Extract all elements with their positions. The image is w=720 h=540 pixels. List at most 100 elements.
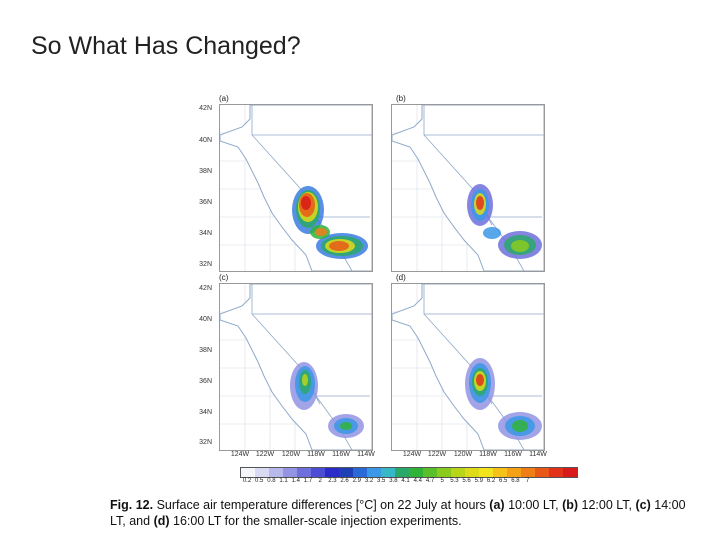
california-map-c <box>220 284 372 450</box>
temp-anomaly-region <box>483 227 501 239</box>
lon-label: 116W <box>332 451 350 458</box>
temp-anomaly-region <box>476 196 484 210</box>
colorbar-label: 0.2 <box>242 478 252 484</box>
colorbar-label: 3.5 <box>377 478 386 484</box>
panel-label-c: (c) <box>219 273 229 282</box>
lat-label: 32N <box>199 261 212 268</box>
caption-a-time: 10:00 LT, <box>508 498 559 512</box>
colorbar-swatch <box>367 468 381 477</box>
lat-label: 38N <box>199 168 212 175</box>
colorbar-swatch <box>395 468 409 477</box>
lat-label: 36N <box>199 378 212 385</box>
california-map-b <box>392 105 544 271</box>
colorbar-swatch <box>465 468 479 477</box>
lat-label: 36N <box>199 199 212 206</box>
caption-c: (c) <box>635 498 651 512</box>
colorbar-label: 4.4 <box>413 478 422 484</box>
panel-label-d: (d) <box>396 273 406 282</box>
colorbar-label: 0.5 <box>255 478 264 484</box>
temp-anomaly-region <box>329 241 349 251</box>
colorbar-label: 5.3 <box>450 478 459 484</box>
lat-label: 42N <box>199 285 212 292</box>
lon-label: 120W <box>453 451 473 458</box>
map-panel-d <box>391 283 545 451</box>
temp-anomaly-region <box>511 240 529 252</box>
lon-label: 116W <box>504 451 522 458</box>
map-panel-b <box>391 104 545 272</box>
lon-label: 114W <box>357 451 375 458</box>
caption-c-time: 14:00 LT, and <box>110 498 686 528</box>
colorbar-label: 5 <box>440 478 444 484</box>
figure-caption: Fig. 12. Surface air temperature differe… <box>110 497 690 529</box>
california-map-d <box>392 284 544 450</box>
lon-label: 124W <box>230 451 250 458</box>
colorbar-swatch <box>325 468 339 477</box>
lon-label: 118W <box>479 451 497 458</box>
lon-label: 122W <box>255 451 275 458</box>
colorbar-swatch <box>409 468 423 477</box>
colorbar-label: 6.8 <box>511 478 520 484</box>
caption-d-time: 16:00 LT for the smaller-scale injection… <box>173 514 462 528</box>
colorbar-swatch <box>297 468 311 477</box>
colorbar-label: 2 <box>318 478 322 484</box>
colorbar-label: 3.2 <box>364 478 374 484</box>
colorbar-swatch <box>381 468 395 477</box>
colorbar-swatch <box>269 468 283 477</box>
caption-d: (d) <box>153 514 170 528</box>
colorbar-label: 2.3 <box>328 478 337 484</box>
colorbar-swatch <box>255 468 269 477</box>
lon-label: 120W <box>281 451 301 458</box>
colorbar-swatch <box>521 468 535 477</box>
lon-label: 118W <box>307 451 325 458</box>
colorbar-label: 0.8 <box>267 478 276 484</box>
colorbar-swatch <box>563 468 577 477</box>
colorbar-swatch <box>339 468 353 477</box>
colorbar <box>240 467 578 478</box>
temp-anomaly-region <box>301 196 311 210</box>
temp-anomaly-region <box>512 420 528 432</box>
colorbar-label: 5.9 <box>474 478 483 484</box>
lon-label: 122W <box>427 451 447 458</box>
colorbar-swatch <box>437 468 451 477</box>
colorbar-labels: 0.2 0.5 0.8 1.1 1.4 1.7 2 2.3 2.6 2.9 3.2 3.5 3.8 4.1… <box>240 478 540 488</box>
colorbar-swatch <box>535 468 549 477</box>
caption-fig-label: Fig. 12. <box>110 498 154 512</box>
temp-anomaly-region <box>302 374 308 386</box>
lat-label: 42N <box>199 105 212 112</box>
panel-label-b: (b) <box>396 94 406 103</box>
caption-a: (a) <box>489 498 505 512</box>
slide-title: So What Has Changed? <box>31 32 301 60</box>
colorbar-label: 2.6 <box>340 478 349 484</box>
colorbar-swatch <box>549 468 563 477</box>
temp-anomaly-region <box>340 422 352 430</box>
temp-anomaly-region <box>476 374 484 386</box>
map-panel-a <box>219 104 373 272</box>
colorbar-label: 1.7 <box>303 478 313 484</box>
colorbar-swatch <box>493 468 507 477</box>
colorbar-label: 3.8 <box>389 478 398 484</box>
colorbar-label: 1.1 <box>279 478 288 484</box>
colorbar-label: 6.2 <box>486 478 496 484</box>
lat-label: 34N <box>199 409 212 416</box>
colorbar-swatch <box>283 468 297 477</box>
colorbar-swatch <box>353 468 367 477</box>
colorbar-swatch <box>241 468 255 477</box>
lat-label: 32N <box>199 439 212 446</box>
caption-b: (b) <box>562 498 579 512</box>
colorbar-swatch <box>311 468 325 477</box>
panel-label-a: (a) <box>219 94 229 103</box>
lon-label: 114W <box>529 451 547 458</box>
colorbar-label: 7 <box>525 478 530 484</box>
colorbar-label: 5.6 <box>462 478 471 484</box>
colorbar-label: 4.1 <box>401 478 410 484</box>
colorbar-swatch <box>479 468 493 477</box>
map-panel-c <box>219 283 373 451</box>
caption-b-time: 12:00 LT, <box>581 498 633 512</box>
colorbar-label: 2.9 <box>352 478 361 484</box>
colorbar-label: 4.7 <box>425 478 435 484</box>
colorbar-swatch <box>451 468 465 477</box>
temp-anomaly-region <box>315 228 327 236</box>
lon-label: 124W <box>402 451 422 458</box>
lat-label: 38N <box>199 347 212 354</box>
california-map-a <box>220 105 372 271</box>
